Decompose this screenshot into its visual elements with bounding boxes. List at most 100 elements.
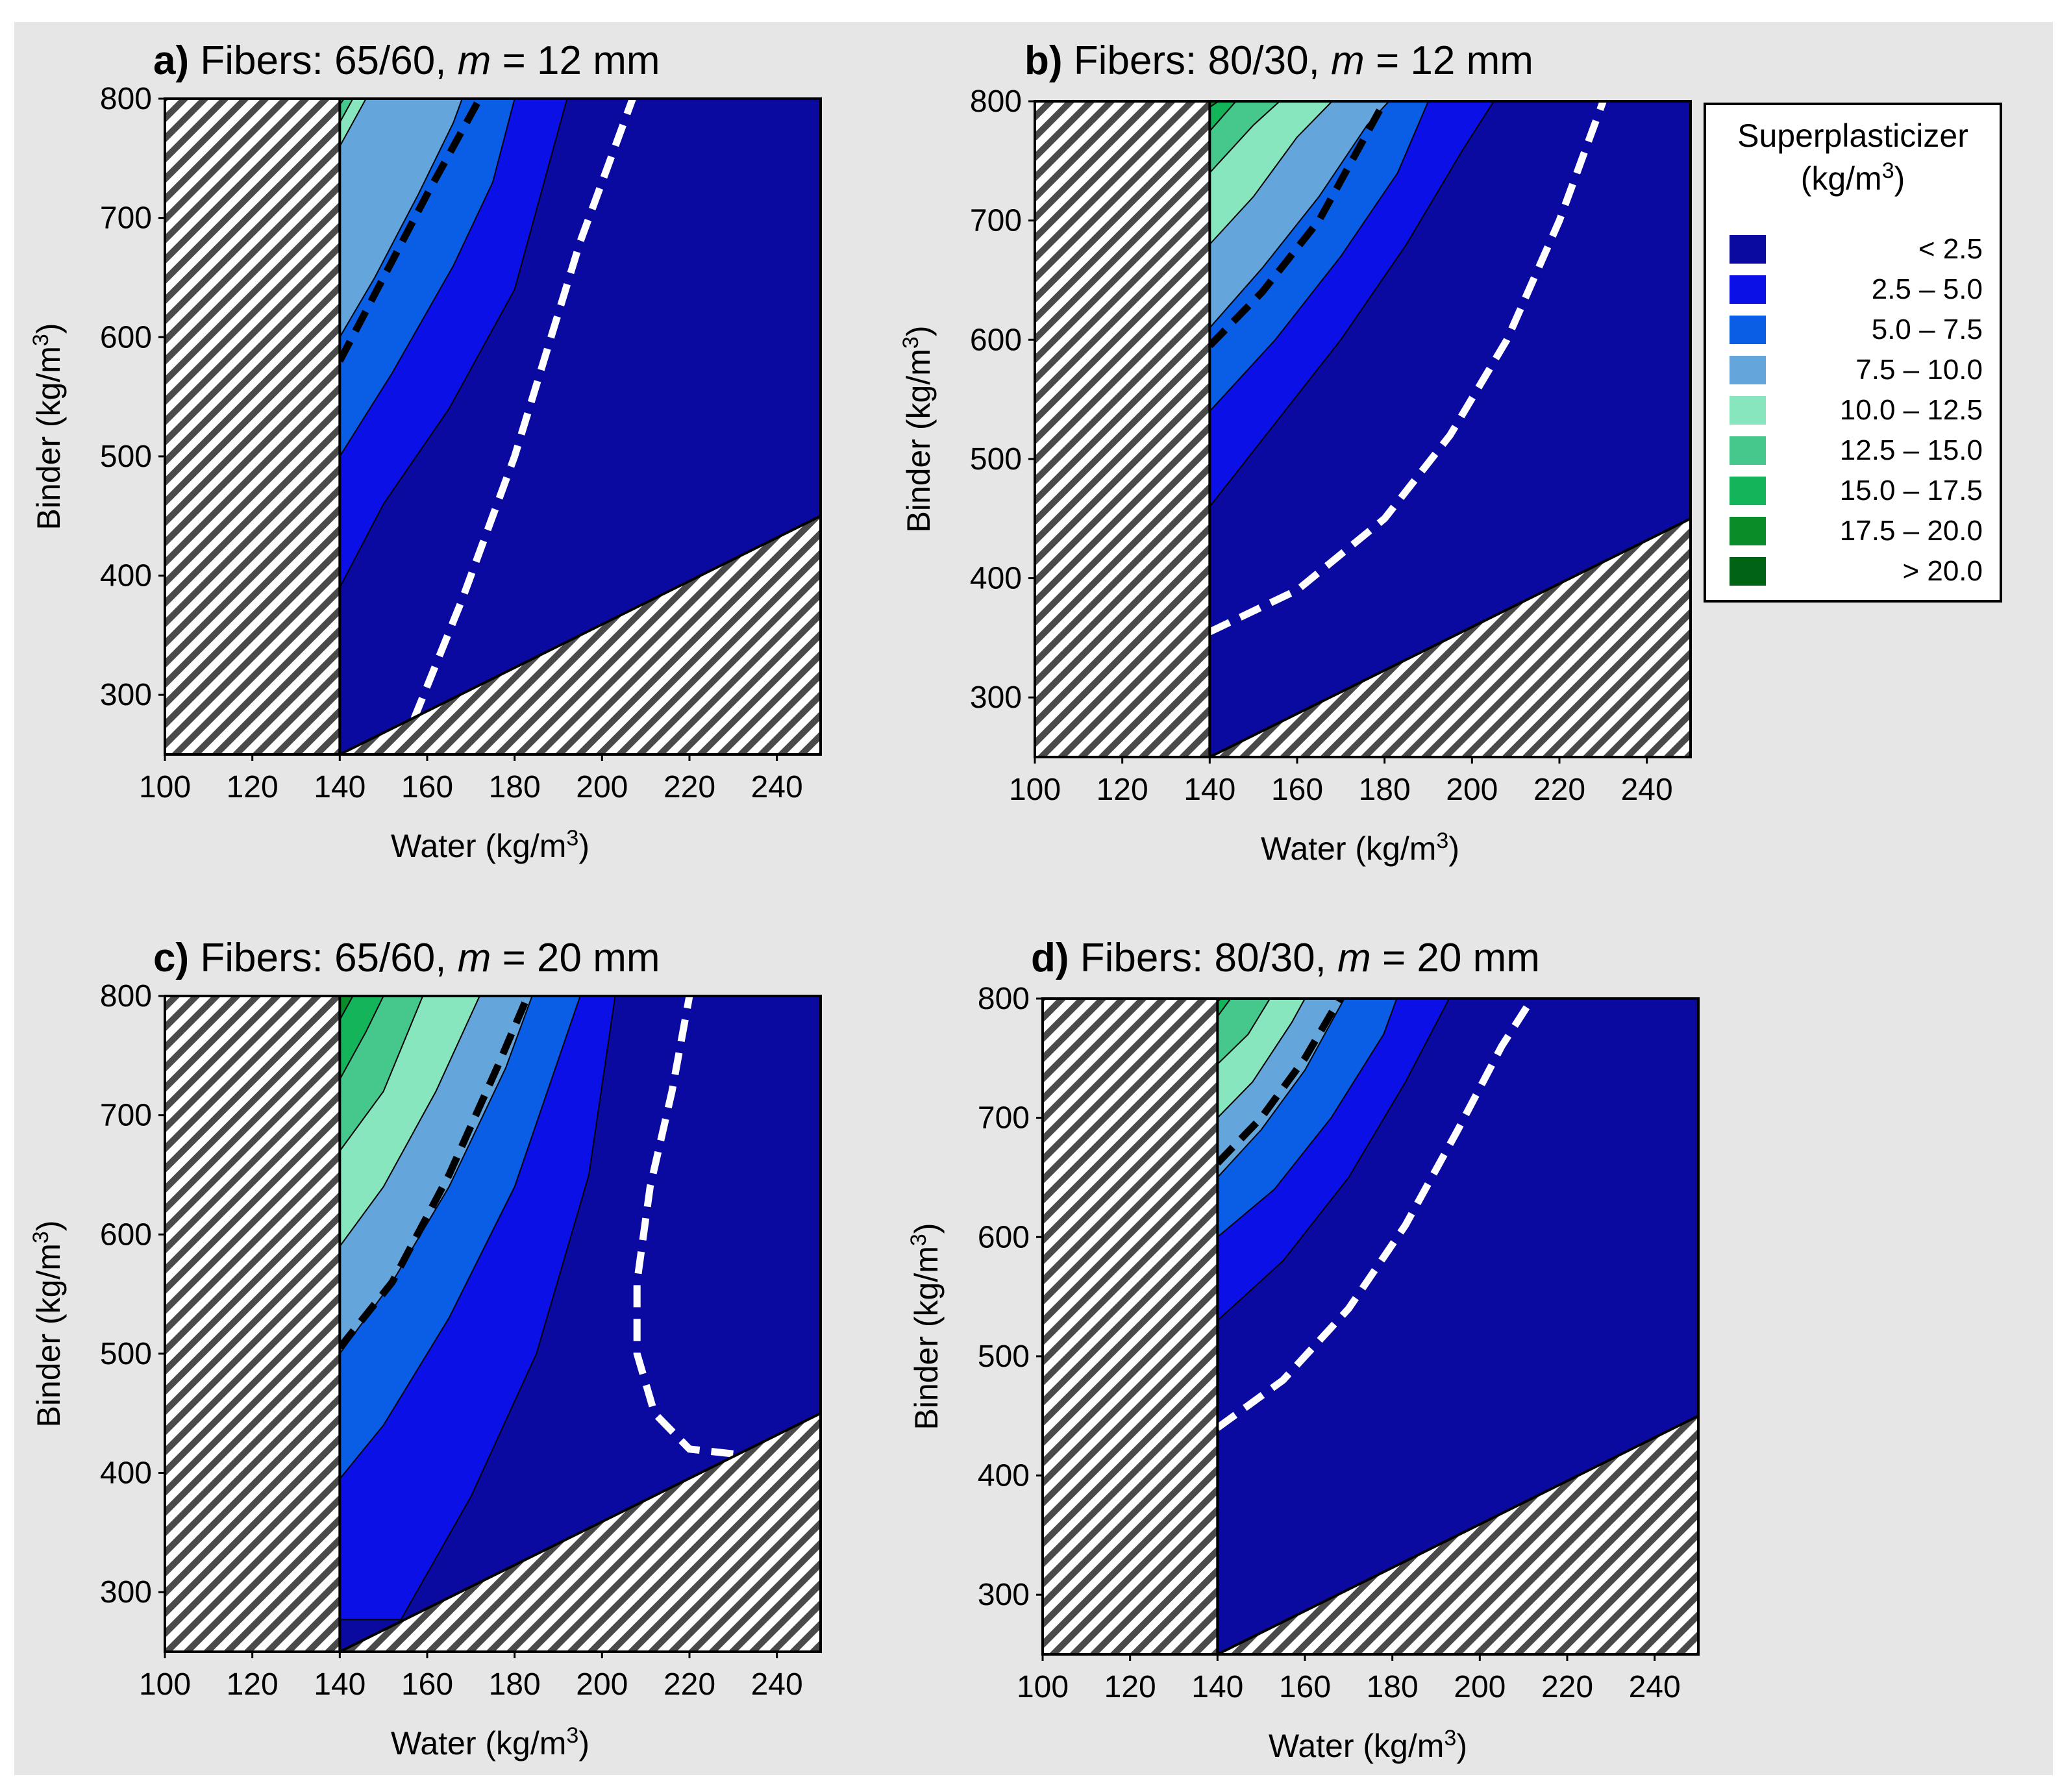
x-tick-label: 100 xyxy=(139,1667,191,1702)
x-tick-label: 120 xyxy=(227,770,279,804)
x-tick-label: 200 xyxy=(576,1667,628,1702)
y-tick-label: 300 xyxy=(978,1578,1030,1612)
legend-label: > 20.0 xyxy=(1902,555,1983,587)
excluded-region-low-binder xyxy=(339,1412,821,1652)
legend-label: < 2.5 xyxy=(1918,233,1983,265)
x-tick-label: 160 xyxy=(1279,1670,1331,1704)
panel-a: 100 120 140 160 180 200 220 240 300 400 500 600 700 8… xyxy=(29,38,822,864)
y-tick-label: 500 xyxy=(978,1339,1030,1374)
legend-title: Superplasticizer xyxy=(1737,118,1968,154)
legend-swatch xyxy=(1730,396,1766,425)
x-tick-label: 200 xyxy=(1446,773,1498,807)
x-tick-label: 140 xyxy=(1184,773,1235,807)
plot-frame xyxy=(164,995,822,1653)
x-tick-label: 100 xyxy=(1009,773,1061,807)
band-level-4 xyxy=(339,99,463,340)
x-tick-label: 200 xyxy=(1454,1670,1506,1704)
legend-label: 5.0 – 7.5 xyxy=(1872,314,1983,345)
y-tick-label: 400 xyxy=(100,559,152,593)
plot-area-d xyxy=(1043,999,1698,1654)
legend-label: 17.5 – 20.0 xyxy=(1840,515,1983,547)
legend-label: 12.5 – 15.0 xyxy=(1840,434,1983,466)
plot-area-a xyxy=(165,99,821,754)
x-tick-label: 240 xyxy=(751,1667,803,1702)
feasible-boundary-line xyxy=(1215,999,1535,1431)
x-tick-label: 160 xyxy=(401,1667,453,1702)
x-axis-title: Water (kg/m3) xyxy=(1269,1726,1467,1764)
y-tick-label: 600 xyxy=(970,323,1022,357)
excluded-region-low-water xyxy=(165,99,341,754)
legend-swatch xyxy=(1730,356,1766,384)
y-tick-label: 700 xyxy=(970,204,1022,238)
y-tick-label: 700 xyxy=(100,1099,152,1133)
x-tick-label: 140 xyxy=(314,1667,366,1702)
legend-swatch xyxy=(1730,517,1766,545)
y-axis-title: Binder (kg/m3) xyxy=(906,1223,945,1430)
feasible-boundary-line xyxy=(410,99,636,720)
y-tick-label: 600 xyxy=(978,1220,1030,1254)
figure-background: 100 120 140 160 180 200 220 240 300 400 500 600 700 8… xyxy=(14,22,2053,1775)
plot-frame xyxy=(1034,100,1692,758)
excluded-region-low-binder xyxy=(1209,517,1691,757)
x-tick-label: 220 xyxy=(1541,1670,1593,1704)
legend-swatch xyxy=(1730,316,1766,344)
limit-boundary-line xyxy=(1207,101,1388,349)
limit-boundary-line xyxy=(1215,999,1343,1166)
legend-swatch xyxy=(1730,275,1766,304)
x-tick-label: 200 xyxy=(576,770,628,804)
x-tick-label: 120 xyxy=(1104,1670,1156,1704)
legend-swatch xyxy=(1730,477,1766,505)
legend: Superplasticizer (kg/m3) < 2.5 2.5 – 5.0 5… xyxy=(1704,103,2002,603)
y-tick-label: 700 xyxy=(978,1101,1030,1136)
x-tick-label: 100 xyxy=(139,770,191,804)
excluded-region-low-water xyxy=(165,996,341,1652)
plot-area-b xyxy=(1035,101,1691,757)
x-tick-label: 180 xyxy=(1367,1670,1419,1704)
x-axis-title: Water (kg/m3) xyxy=(1261,828,1459,867)
x-axis-title: Water (kg/m3) xyxy=(391,826,589,864)
excluded-region-low-water xyxy=(1035,101,1211,757)
plot-frame xyxy=(164,97,822,756)
excluded-region-low-binder xyxy=(1217,1414,1698,1654)
legend-unit: (kg/m3) xyxy=(1801,158,1905,197)
y-tick-label: 600 xyxy=(100,1217,152,1252)
y-tick-label: 800 xyxy=(978,982,1030,1016)
x-tick-label: 120 xyxy=(1097,773,1148,807)
x-tick-label: 240 xyxy=(1621,773,1673,807)
y-axis-title: Binder (kg/m3) xyxy=(29,323,67,530)
y-tick-label: 600 xyxy=(100,320,152,355)
y-tick-label: 800 xyxy=(100,82,152,116)
x-tick-label: 100 xyxy=(1017,1670,1069,1704)
x-tick-label: 220 xyxy=(1533,773,1585,807)
y-axis-title: Binder (kg/m3) xyxy=(29,1220,67,1427)
excluded-region-low-binder xyxy=(339,514,821,754)
x-axis-title: Water (kg/m3) xyxy=(391,1723,589,1761)
y-tick-label: 500 xyxy=(100,1337,152,1371)
y-tick-label: 800 xyxy=(100,979,152,1014)
feasible-boundary-line xyxy=(1208,101,1607,636)
panel-title: c) Fibers: 65/60, m = 20 mm xyxy=(153,936,660,980)
y-tick-label: 500 xyxy=(100,440,152,474)
x-tick-label: 160 xyxy=(401,770,453,804)
contour-chart-figure: 100 120 140 160 180 200 220 240 300 400 500 600 700 8… xyxy=(29,38,2002,1764)
y-tick-label: 400 xyxy=(970,562,1022,596)
x-tick-label: 240 xyxy=(751,770,803,804)
plot-area-c xyxy=(165,996,821,1652)
y-tick-label: 300 xyxy=(970,680,1022,715)
panel-title: d) Fibers: 80/30, m = 20 mm xyxy=(1031,936,1540,980)
x-tick-label: 140 xyxy=(314,770,366,804)
y-tick-label: 400 xyxy=(100,1456,152,1491)
x-tick-label: 180 xyxy=(489,1667,541,1702)
y-tick-label: 800 xyxy=(970,84,1022,119)
x-tick-label: 180 xyxy=(489,770,541,804)
y-tick-label: 300 xyxy=(100,1575,152,1610)
x-tick-label: 180 xyxy=(1359,773,1411,807)
panel-title: a) Fibers: 65/60, m = 12 mm xyxy=(153,38,660,83)
legend-label: 2.5 – 5.0 xyxy=(1872,273,1983,305)
x-tick-label: 220 xyxy=(663,1667,715,1702)
x-tick-label: 240 xyxy=(1629,1670,1681,1704)
x-tick-label: 140 xyxy=(1191,1670,1243,1704)
y-tick-label: 500 xyxy=(970,442,1022,477)
y-tick-label: 300 xyxy=(100,678,152,712)
plot-frame xyxy=(1041,997,1700,1656)
